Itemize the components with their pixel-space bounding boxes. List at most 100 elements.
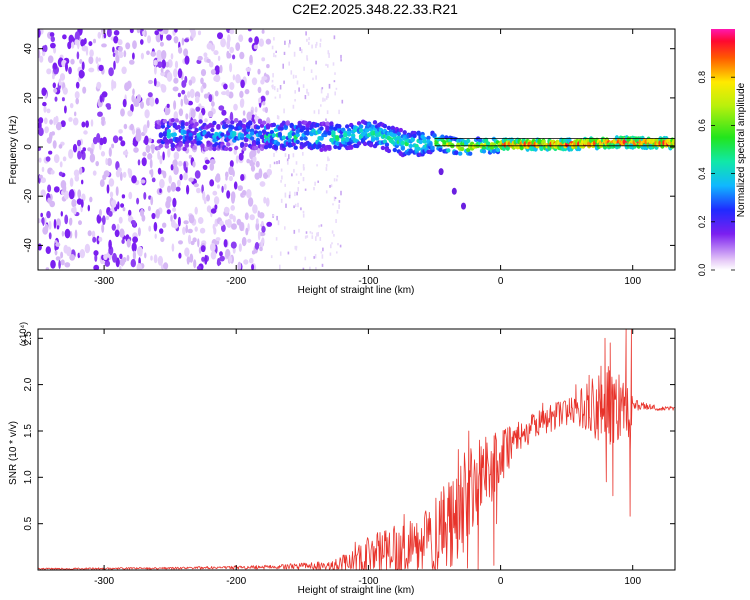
signal-cell bbox=[212, 146, 217, 152]
noise-cell bbox=[74, 174, 80, 182]
noise-cell bbox=[311, 232, 313, 235]
signal-cell bbox=[224, 146, 229, 151]
colorbar-tick-label: 0.4 bbox=[697, 167, 707, 180]
noise-cell bbox=[321, 87, 324, 90]
noise-cell bbox=[68, 189, 75, 200]
noise-cell bbox=[226, 40, 231, 50]
noise-cell bbox=[221, 109, 227, 116]
noise-cell bbox=[52, 140, 57, 149]
noise-cell bbox=[174, 29, 178, 33]
noise-cell bbox=[325, 190, 328, 194]
noise-cell bbox=[137, 227, 141, 237]
noise-cell bbox=[207, 110, 214, 118]
noise-cell bbox=[126, 254, 130, 262]
noise-cell bbox=[224, 219, 229, 226]
noise-cell bbox=[162, 170, 167, 179]
noise-cell bbox=[137, 159, 141, 166]
y-tick-label: 2.0 bbox=[23, 377, 34, 391]
noise-cell bbox=[41, 166, 45, 173]
noise-cell bbox=[229, 62, 233, 73]
noise-cell bbox=[276, 115, 279, 119]
signal-cell bbox=[408, 143, 413, 149]
signal-cell bbox=[380, 145, 386, 151]
noise-cell bbox=[275, 237, 278, 241]
signal-cell bbox=[327, 131, 332, 136]
noise-cell bbox=[304, 188, 307, 191]
noise-cell bbox=[201, 107, 206, 116]
noise-cell bbox=[131, 242, 137, 253]
noise-cell bbox=[45, 267, 50, 270]
noise-cell bbox=[293, 229, 296, 234]
noise-cell bbox=[69, 103, 74, 109]
noise-cell bbox=[214, 174, 221, 183]
colorbar: 0.0 0.2 0.4 0.6 0.8 Normalized spectral ampl… bbox=[697, 29, 747, 276]
noise-cell bbox=[260, 239, 264, 249]
noise-cell bbox=[147, 205, 151, 212]
noise-cell bbox=[55, 242, 61, 247]
noise-cell bbox=[298, 87, 300, 92]
noise-cell bbox=[53, 64, 57, 70]
noise-cell bbox=[77, 76, 81, 82]
signal-cell bbox=[595, 142, 597, 145]
noise-cell bbox=[212, 108, 216, 115]
noise-cell bbox=[145, 144, 151, 153]
noise-cell bbox=[122, 257, 127, 263]
noise-cell bbox=[196, 187, 201, 194]
noise-cell bbox=[133, 147, 139, 153]
noise-cell bbox=[225, 89, 230, 97]
noise-cell bbox=[327, 156, 329, 162]
noise-cell bbox=[304, 146, 307, 149]
noise-cell bbox=[96, 81, 102, 89]
noise-cell bbox=[187, 91, 191, 98]
noise-cell bbox=[170, 214, 173, 222]
noise-cell bbox=[118, 53, 124, 58]
noise-cell bbox=[85, 46, 89, 56]
noise-cell bbox=[276, 138, 279, 142]
y-tick-label: 40 bbox=[23, 43, 34, 55]
snr-x-ticks: -300 -200 -100 0 100 bbox=[94, 329, 641, 587]
noise-cell bbox=[292, 153, 295, 158]
colorbar-tick-label: 0.8 bbox=[697, 71, 707, 84]
noise-cell bbox=[304, 256, 307, 261]
noise-cell bbox=[53, 154, 60, 164]
noise-cell bbox=[239, 90, 244, 98]
noise-cell bbox=[118, 136, 123, 141]
signal-cell bbox=[182, 146, 187, 152]
noise-cell bbox=[189, 88, 195, 99]
noise-cell bbox=[60, 259, 65, 266]
noise-cell bbox=[257, 210, 261, 218]
figure-title: C2E2.2025.348.22.33.R21 bbox=[292, 1, 458, 17]
noise-cell bbox=[261, 29, 265, 34]
noise-cell bbox=[327, 64, 329, 68]
signal-cell bbox=[176, 147, 181, 152]
signal-cell bbox=[164, 138, 170, 144]
signal-cell bbox=[362, 141, 368, 147]
noise-cell bbox=[254, 106, 258, 113]
noise-cell bbox=[95, 56, 99, 64]
signal-cell bbox=[329, 125, 334, 130]
noise-cell bbox=[336, 251, 338, 254]
noise-cell bbox=[103, 253, 108, 261]
noise-cell bbox=[89, 196, 93, 203]
noise-cell bbox=[194, 170, 201, 179]
signal-cell bbox=[166, 129, 171, 134]
noise-cell bbox=[221, 185, 224, 193]
noise-cell bbox=[251, 264, 255, 270]
noise-cell bbox=[114, 229, 120, 238]
noise-cell bbox=[101, 91, 108, 98]
noise-cell bbox=[283, 51, 286, 55]
noise-cell bbox=[62, 87, 68, 95]
noise-cell bbox=[317, 232, 319, 237]
noise-cell bbox=[320, 224, 323, 227]
noise-cell bbox=[106, 29, 112, 38]
noise-cell bbox=[318, 224, 320, 228]
noise-cell bbox=[131, 94, 135, 103]
noise-cell bbox=[91, 230, 96, 238]
noise-cell bbox=[306, 88, 308, 94]
noise-cell bbox=[270, 255, 273, 259]
noise-cell bbox=[195, 106, 201, 112]
noise-cell bbox=[208, 94, 213, 103]
noise-cell bbox=[299, 47, 301, 51]
noise-cell bbox=[190, 29, 196, 39]
signal-cell bbox=[234, 118, 239, 123]
